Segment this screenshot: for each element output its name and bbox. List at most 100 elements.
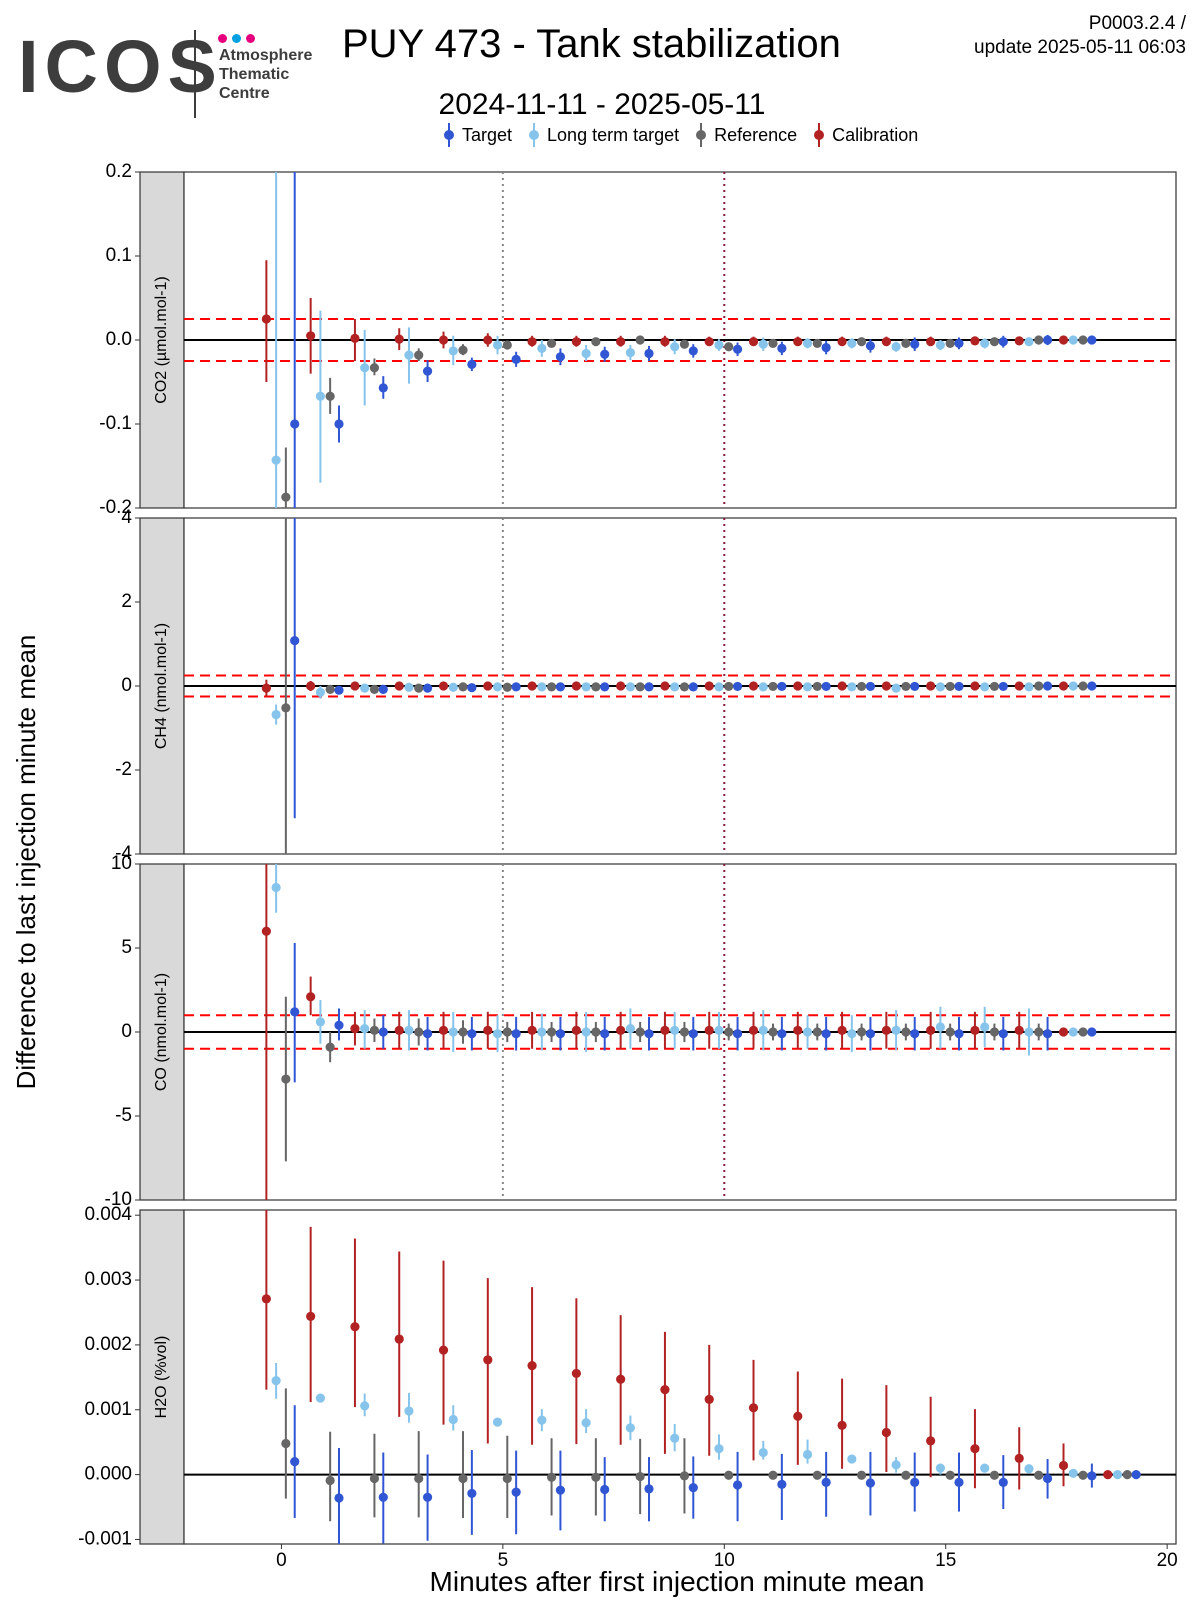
data-point (261, 683, 271, 693)
data-point (856, 1027, 867, 1037)
data-point (688, 346, 698, 356)
data-point (350, 1322, 360, 1332)
logo-dot (218, 34, 227, 43)
data-point (935, 682, 946, 692)
data-point (644, 348, 654, 359)
y-tick-label: 0.1 (106, 245, 132, 266)
data-point (777, 1029, 787, 1039)
data-point (394, 681, 404, 691)
data-point (261, 926, 271, 936)
data-point (378, 1027, 388, 1037)
data-point (369, 363, 380, 373)
data-point (768, 338, 778, 348)
data-point (369, 1025, 380, 1035)
logo-sub-line: Atmosphere (219, 47, 313, 64)
data-point (438, 681, 449, 691)
data-point (812, 1470, 822, 1480)
legend-key (525, 122, 543, 148)
data-point (616, 1374, 626, 1384)
data-point (945, 681, 955, 692)
logo-sub-line: Thematic (219, 66, 290, 83)
data-point (616, 337, 626, 347)
data-point (527, 337, 537, 347)
data-point (847, 338, 857, 348)
legend-key (810, 122, 828, 148)
data-point (748, 1403, 759, 1413)
data-point (935, 340, 946, 350)
data-point (679, 339, 690, 349)
data-point (414, 1473, 424, 1484)
data-point (1034, 1470, 1044, 1480)
data-point (378, 383, 388, 393)
data-point (660, 1025, 670, 1035)
data-point (625, 682, 636, 692)
data-point (546, 1472, 557, 1482)
data-point (758, 1025, 768, 1035)
data-point (1058, 1460, 1069, 1471)
data-point (980, 682, 990, 692)
logo-dot (246, 34, 255, 43)
data-point (954, 1477, 964, 1487)
legend: Target Long term target Reference Calibrati… (440, 122, 931, 148)
data-layer (261, 172, 1097, 508)
logo-dots (218, 30, 260, 48)
data-point (837, 337, 847, 347)
data-point (306, 681, 316, 691)
data-point (458, 345, 468, 355)
data-point (1042, 1473, 1053, 1484)
y-tick-label: 0.2 (106, 161, 132, 182)
data-point (290, 1007, 300, 1017)
data-point (768, 1027, 778, 1037)
data-point (635, 1471, 645, 1482)
data-point (732, 344, 743, 354)
data-point (591, 1472, 601, 1482)
data-point (467, 683, 477, 693)
data-point (954, 338, 964, 348)
data-point (422, 366, 433, 376)
data-point (1068, 1468, 1078, 1478)
data-point (688, 1482, 698, 1493)
data-point (989, 1470, 1000, 1480)
version-info: P0003.2.4 / update 2025-05-11 06:03 (974, 12, 1186, 60)
data-point (1087, 1471, 1097, 1481)
facet-panel: CO (nmol.mol-1) 10 5 0 -5 -10 (105, 853, 1177, 1210)
data-point (688, 1029, 698, 1039)
data-point (483, 681, 493, 691)
data-point (334, 685, 344, 695)
data-point (732, 681, 743, 692)
data-point (714, 1444, 724, 1454)
facet-label: H2O (%vol) (153, 1336, 170, 1419)
data-point (404, 350, 414, 360)
data-point (581, 682, 591, 692)
data-point (802, 1449, 813, 1460)
data-point (881, 337, 891, 347)
data-point (625, 1024, 636, 1034)
data-point (537, 1027, 547, 1037)
data-point (865, 681, 876, 692)
data-point (492, 1029, 503, 1039)
data-point (581, 348, 591, 359)
data-point (378, 1492, 388, 1502)
chart-title: PUY 473 - Tank stabilization (342, 22, 841, 66)
data-point (571, 337, 581, 347)
data-point (502, 1473, 512, 1484)
data-point (837, 681, 847, 691)
logo-divider (194, 30, 196, 118)
legend-label: Target (462, 124, 513, 145)
data-point (748, 337, 759, 347)
legend-item: Long term target (525, 122, 679, 148)
data-point (581, 1418, 591, 1428)
data-point (350, 681, 360, 691)
data-point (714, 1025, 724, 1035)
data-point (325, 391, 335, 401)
data-point (467, 1029, 477, 1039)
data-point (847, 682, 857, 692)
data-point (616, 1025, 626, 1035)
data-point (1087, 681, 1097, 691)
data-point (422, 1492, 433, 1502)
data-point (571, 681, 581, 691)
legend-item: Target (440, 122, 512, 148)
data-point (315, 1393, 325, 1403)
data-point (847, 1029, 857, 1039)
data-point (881, 1025, 891, 1035)
